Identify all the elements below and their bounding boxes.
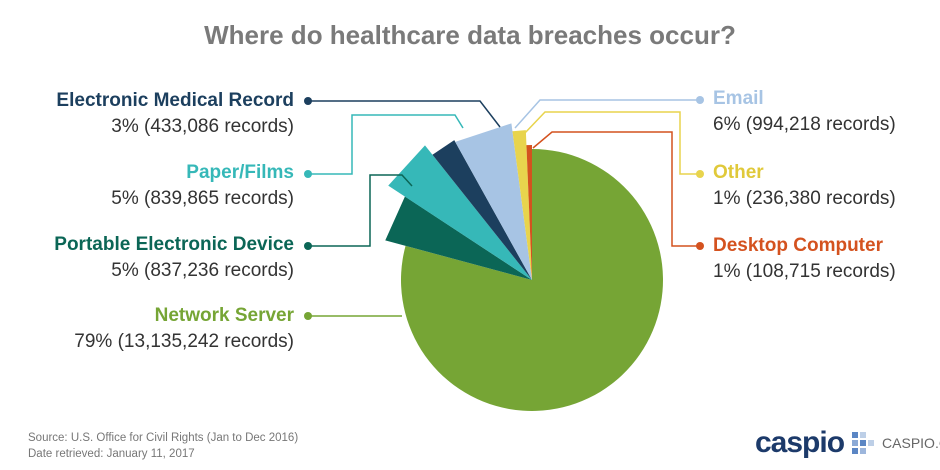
label-value: 1% (236,380 records) xyxy=(713,188,896,209)
leader-line xyxy=(308,100,501,128)
pie-slice-electronic-medical-record xyxy=(432,140,532,280)
leader-line xyxy=(523,111,700,175)
label-network-server: Network Server 79% (13,135,242 records) xyxy=(74,303,294,355)
label-email: Email 6% (994,218 records) xyxy=(713,86,896,138)
label-name: Email xyxy=(713,88,764,109)
caspio-logo: caspio CASPIO.COM xyxy=(755,426,940,460)
pie-slice-other xyxy=(512,130,532,280)
label-name: Other xyxy=(713,162,764,183)
leader-line xyxy=(308,174,413,247)
retrieved-date: Date retrieved: January 11, 2017 xyxy=(28,448,195,460)
leader-dot xyxy=(304,242,312,250)
leader-dot xyxy=(696,170,704,178)
label-value: 6% (994,218 records) xyxy=(713,114,896,135)
label-name: Electronic Medical Record xyxy=(56,90,294,111)
label-value: 5% (839,865 records) xyxy=(111,188,294,209)
label-paper-films: Paper/Films 5% (839,865 records) xyxy=(111,160,294,212)
logo-dots-icon xyxy=(852,432,875,454)
leader-dot xyxy=(304,312,312,320)
label-name: Network Server xyxy=(154,305,294,326)
leader-line xyxy=(514,99,700,129)
label-desktop-computer: Desktop Computer 1% (108,715 records) xyxy=(713,233,896,285)
label-portable-electronic-device: Portable Electronic Device 5% (837,236 r… xyxy=(54,232,294,284)
label-name: Desktop Computer xyxy=(713,235,883,256)
pie-slice-desktop-computer xyxy=(526,145,532,280)
leader-dot xyxy=(304,97,312,105)
label-value: 5% (837,236 records) xyxy=(111,260,294,281)
chart-title: Where do healthcare data breaches occur? xyxy=(204,20,736,50)
pie-slice-email xyxy=(455,123,532,281)
leader-dot xyxy=(696,96,704,104)
leader-line xyxy=(532,131,700,247)
label-electronic-medical-record: Electronic Medical Record 3% (433,086 re… xyxy=(56,88,294,140)
source-text: Source: U.S. Office for Civil Rights (Ja… xyxy=(28,432,299,444)
label-name: Paper/Films xyxy=(186,162,294,183)
leader-dot xyxy=(304,170,312,178)
label-value: 1% (108,715 records) xyxy=(713,261,896,282)
pie-slice-paper-films xyxy=(388,145,532,280)
label-other: Other 1% (236,380 records) xyxy=(713,160,896,212)
source-note: Source: U.S. Office for Civil Rights (Ja… xyxy=(28,430,298,462)
logo-url: CASPIO.COM xyxy=(882,435,940,451)
leader-dot xyxy=(696,242,704,250)
label-value: 79% (13,135,242 records) xyxy=(74,331,294,352)
logo-wordmark: caspio xyxy=(755,426,845,459)
label-value: 3% (433,086 records) xyxy=(111,116,294,137)
label-name: Portable Electronic Device xyxy=(54,234,294,255)
pie-slice-portable-electronic-device xyxy=(385,196,532,280)
leader-line xyxy=(308,114,464,175)
